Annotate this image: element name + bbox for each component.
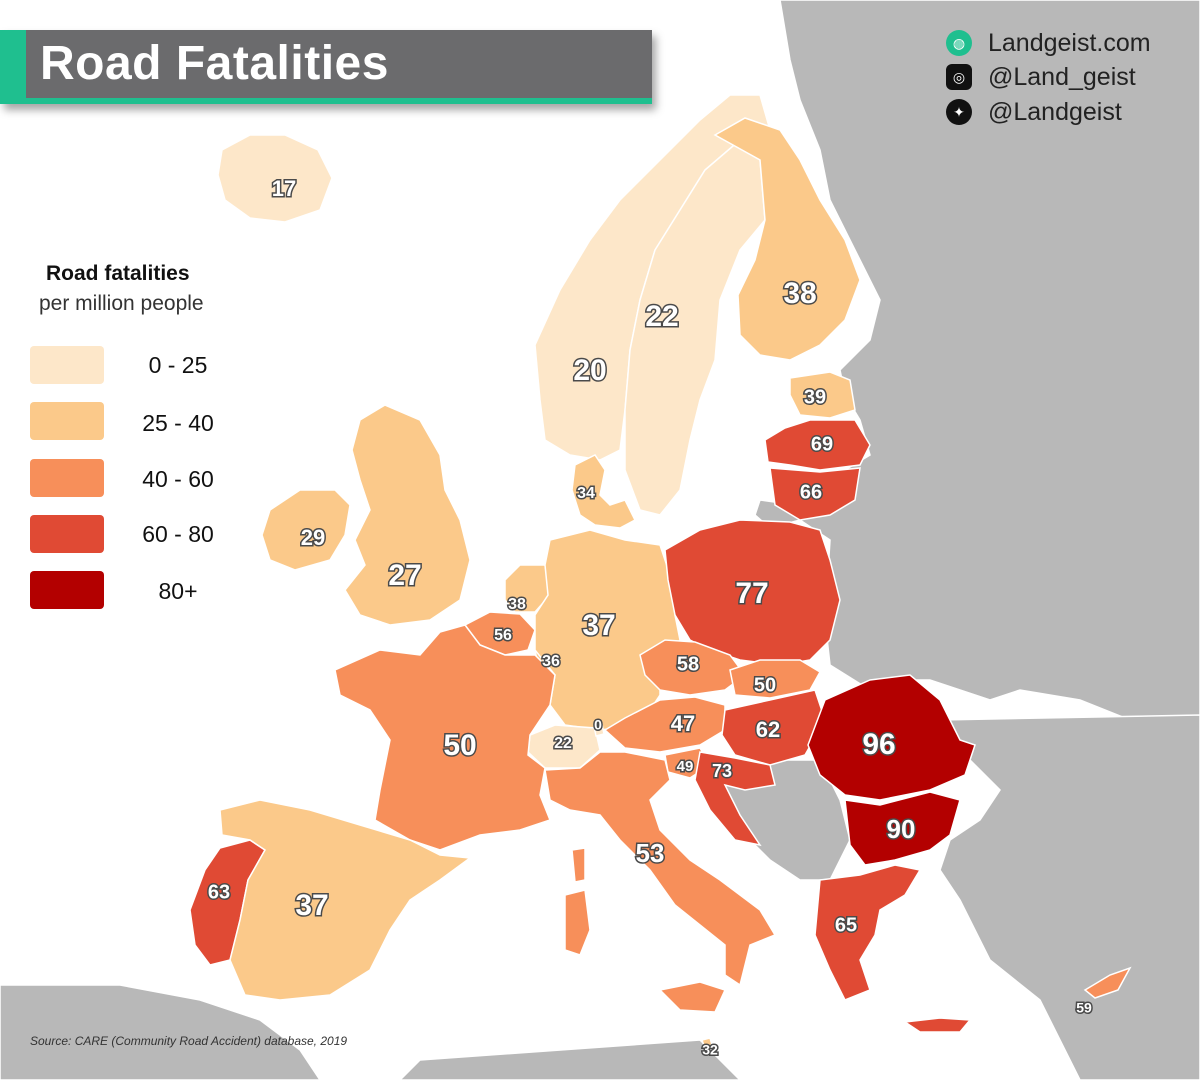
label-greece: 65 [835, 914, 857, 936]
legend-swatch-25-40 [30, 402, 104, 440]
region-hungary [721, 689, 826, 766]
label-iceland: 17 [272, 176, 296, 201]
brand-instagram-text: @Land_geist [988, 62, 1136, 91]
label-italy: 53 [636, 838, 665, 868]
landgeist-globe-icon: ◍ [946, 30, 972, 56]
region-sweden [624, 138, 766, 516]
region-switzerland [527, 724, 601, 769]
data-countries [189, 94, 1132, 1047]
instagram-icon: ◎ [946, 64, 972, 90]
region-crete [902, 1017, 972, 1033]
legend-swatch-80-plus [30, 571, 104, 609]
label-romania: 96 [862, 728, 895, 761]
region-bulgaria [844, 791, 961, 866]
region-united-kingdom [344, 404, 471, 626]
brand-twitter[interactable]: ✦ @Landgeist [946, 97, 1122, 127]
brand-website-text: Landgeist.com [988, 28, 1151, 57]
region-france [334, 624, 556, 851]
source-note: Source: CARE (Community Road Accident) d… [30, 1034, 348, 1048]
region-lithuania [769, 467, 861, 521]
label-norway: 20 [573, 354, 606, 387]
legend-swatch-60-80 [30, 515, 104, 553]
region-italy [544, 751, 777, 987]
label-poland: 77 [735, 577, 768, 610]
label-austria: 47 [671, 711, 695, 736]
label-sweden: 22 [645, 300, 678, 333]
label-portugal: 63 [208, 881, 230, 903]
label-cyprus: 59 [1076, 1000, 1092, 1016]
legend-subtitle: per million people [39, 292, 204, 315]
region-ireland [261, 489, 351, 571]
legend-label-0-25: 0 - 25 [148, 352, 208, 378]
label-estonia: 39 [804, 386, 826, 408]
label-liechtenstein: 0 [594, 717, 602, 733]
label-denmark: 34 [577, 485, 595, 502]
twitter-icon: ✦ [946, 99, 972, 125]
region-greece [814, 864, 922, 1001]
region-estonia [789, 371, 856, 419]
legend-swatch-40-60 [30, 459, 104, 497]
label-czechia: 58 [677, 653, 699, 675]
region-sicily [658, 981, 727, 1013]
label-lithuania: 66 [800, 481, 822, 503]
label-germany: 37 [582, 609, 615, 642]
region-liechtenstein [593, 723, 605, 737]
region-poland [664, 519, 841, 666]
brand-website[interactable]: ◍ Landgeist.com [946, 28, 1151, 58]
legend-title: Road fatalities [46, 262, 190, 285]
region-malta [701, 1037, 713, 1047]
label-slovakia: 50 [754, 674, 776, 696]
legend-label-60-80: 60 - 80 [142, 521, 214, 547]
value-labels: 17 20 22 38 39 69 66 34 29 27 38 56 36 3… [206, 174, 1093, 1059]
legend-label-80-plus: 80+ [158, 578, 198, 604]
label-luxembourg: 36 [542, 653, 560, 670]
region-romania [807, 674, 976, 801]
region-sardinia [564, 889, 591, 956]
label-hungary: 62 [756, 717, 780, 742]
legend-label-25-40: 25 - 40 [142, 410, 214, 436]
region-corsica [571, 847, 586, 883]
brand-twitter-text: @Landgeist [988, 97, 1122, 126]
label-croatia: 73 [712, 761, 732, 781]
label-united-kingdom: 27 [388, 559, 421, 592]
region-finland [713, 117, 861, 361]
region-spain [219, 799, 473, 1001]
label-switzerland: 22 [554, 735, 572, 752]
title-accent [0, 30, 26, 104]
legend-swatch-0-25 [30, 346, 104, 384]
region-denmark [571, 454, 636, 529]
title-banner: Road Fatalities [0, 30, 652, 104]
label-bulgaria: 90 [887, 814, 916, 844]
label-netherlands: 38 [508, 596, 526, 613]
legend-label-40-60: 40 - 60 [142, 466, 214, 492]
label-finland: 38 [783, 277, 816, 310]
label-france: 50 [443, 729, 476, 762]
label-latvia: 69 [811, 433, 833, 455]
title-underline [26, 98, 652, 104]
region-croatia [694, 751, 776, 847]
label-belgium: 56 [494, 627, 512, 644]
region-iceland [217, 134, 333, 223]
region-latvia [764, 419, 871, 471]
label-ireland: 29 [301, 525, 325, 550]
label-malta: 32 [702, 1042, 718, 1058]
page-title: Road Fatalities [40, 37, 389, 90]
region-slovakia [729, 659, 822, 699]
label-spain: 37 [295, 889, 328, 922]
label-slovenia: 49 [677, 758, 694, 775]
region-cyprus [1083, 966, 1132, 999]
brand-instagram[interactable]: ◎ @Land_geist [946, 62, 1136, 92]
